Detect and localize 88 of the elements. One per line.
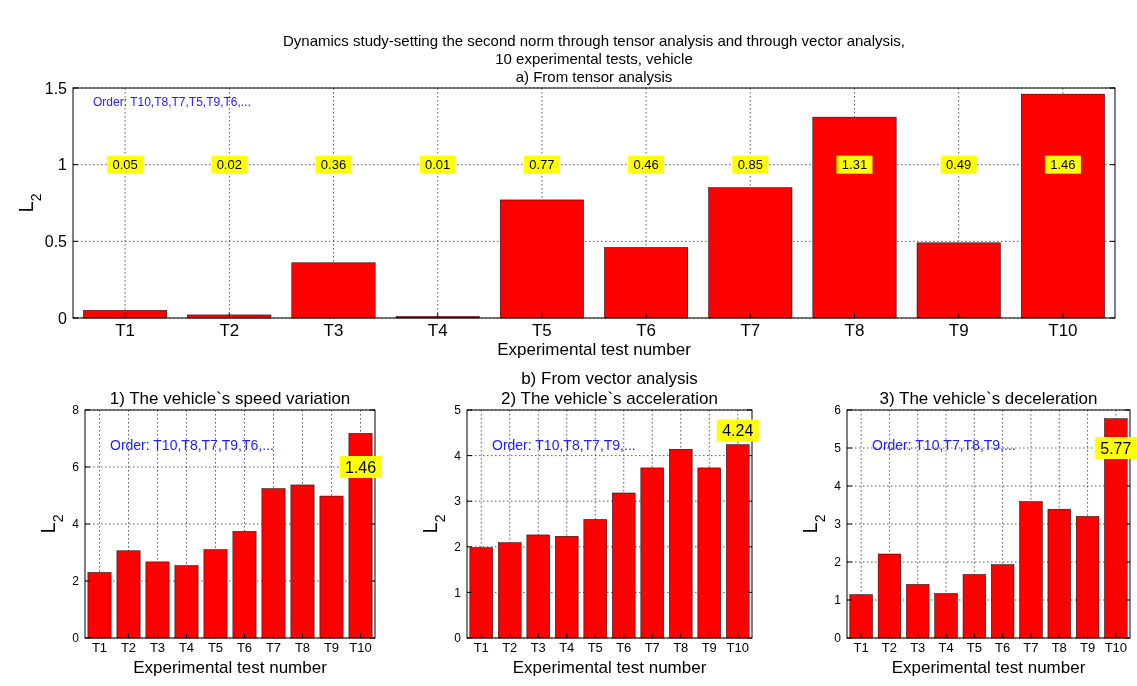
y-tick-label: 1.5 xyxy=(44,79,68,97)
x-tick-label: T10 xyxy=(1104,640,1128,655)
annotation: 0.02 xyxy=(216,157,242,173)
x-tick-label: T5 xyxy=(531,321,552,340)
y-tick-label: 1 xyxy=(58,156,68,174)
y-tick-label: 4 xyxy=(454,448,462,463)
x-tick-label: T3 xyxy=(323,321,344,340)
x-tick-label: T2 xyxy=(120,640,137,655)
x-tick-label: T4 xyxy=(559,640,575,655)
annotation: Order: T10,T8,T7,T9,... xyxy=(492,437,636,453)
x-tick-label: T7 xyxy=(1023,640,1039,655)
y-tick-label: 0 xyxy=(454,631,462,646)
x-tick-label: T1 xyxy=(473,640,489,655)
x-axis-title: Experimental test number xyxy=(133,658,328,677)
annotation: 1.46 xyxy=(344,458,377,476)
x-tick-label: T8 xyxy=(294,640,311,655)
chart-title: 3) The vehicle`s deceleration xyxy=(879,389,1098,408)
annotation: 0.49 xyxy=(946,157,972,173)
y-tick-label: 0 xyxy=(58,309,68,327)
annotation: 1.46 xyxy=(1050,157,1076,173)
annotation: 0.46 xyxy=(633,157,659,173)
x-tick-label: T8 xyxy=(1051,640,1067,655)
y-tick-label: 0 xyxy=(72,631,80,646)
annotation: 0.01 xyxy=(425,157,451,173)
annotation: Order: T10,T8,T7,T9,T6,... xyxy=(110,437,274,453)
x-tick-label: T8 xyxy=(844,321,865,340)
x-tick-label: T9 xyxy=(1079,640,1096,655)
chart-subtitle: 2) The vehicle`s acceleration xyxy=(500,389,719,408)
x-tick-label: T1 xyxy=(115,321,136,340)
x-tick-label: T9 xyxy=(323,640,340,655)
y-tick-label: 2 xyxy=(834,555,842,570)
x-tick-label: T2 xyxy=(502,640,518,655)
x-tick-label: T3 xyxy=(149,640,166,655)
x-tick-label: T10 xyxy=(726,640,749,655)
chart-title: b) From vector analysis xyxy=(521,369,698,388)
y-tick-label: 1 xyxy=(834,593,842,608)
y-tick-label: 3 xyxy=(834,517,842,532)
x-tick-label: T5 xyxy=(587,640,603,655)
y-tick-label: 0.5 xyxy=(44,232,68,250)
annotation: 0.85 xyxy=(737,157,763,173)
y-tick-label: 2 xyxy=(454,540,462,554)
y-tick-label: 4 xyxy=(72,517,80,532)
annotation: Order: T10,T7,T8,T9,... xyxy=(872,437,1016,453)
annotation: 5.77 xyxy=(1100,439,1132,457)
x-tick-label: T5 xyxy=(207,640,224,655)
y-tick-label: 8 xyxy=(72,403,80,418)
chart-subtitle: a) From tensor analysis xyxy=(515,68,673,85)
annotation: Order: T10,T8,T7,T5,T9,T6,... xyxy=(93,95,251,109)
y-tick-label: 2 xyxy=(72,574,80,589)
annotation: 0.05 xyxy=(112,157,138,173)
x-axis-title: Experimental test number xyxy=(512,658,707,677)
y-tick-label: 3 xyxy=(454,494,462,509)
x-tick-label: T2 xyxy=(881,640,898,655)
annotation: 0.36 xyxy=(320,157,347,173)
annotation: 0.77 xyxy=(529,157,555,173)
x-tick-label: T1 xyxy=(853,640,869,655)
x-tick-label: T7 xyxy=(265,640,282,655)
x-tick-label: T4 xyxy=(938,640,954,655)
x-tick-label: T4 xyxy=(178,640,195,655)
x-tick-label: T9 xyxy=(701,640,717,655)
x-tick-label: T1 xyxy=(91,640,108,655)
annotation: 1.31 xyxy=(841,157,868,173)
x-tick-label: T6 xyxy=(616,640,632,655)
x-tick-label: T3 xyxy=(530,640,546,655)
y-tick-label: 6 xyxy=(72,460,80,475)
y-tick-label: 5 xyxy=(834,441,842,456)
x-tick-label: T7 xyxy=(644,640,660,655)
x-tick-label: T7 xyxy=(740,321,761,340)
y-tick-label: 1 xyxy=(454,585,462,600)
x-tick-label: T6 xyxy=(636,321,657,340)
x-tick-label: T6 xyxy=(236,640,253,655)
x-axis-title: Experimental test number xyxy=(497,340,692,359)
x-tick-label: T3 xyxy=(910,640,926,655)
x-tick-label: T10 xyxy=(349,640,372,655)
x-tick-label: T8 xyxy=(673,640,689,655)
x-axis-title: Experimental test number xyxy=(891,658,1086,677)
y-tick-label: 6 xyxy=(834,403,842,418)
x-tick-label: T10 xyxy=(1048,321,1078,340)
y-tick-label: 0 xyxy=(834,631,842,646)
chart-title: 1) The vehicle`s speed variation xyxy=(109,389,351,408)
x-tick-label: T9 xyxy=(948,321,969,340)
x-tick-label: T6 xyxy=(995,640,1011,655)
x-tick-label: T5 xyxy=(966,640,982,655)
annotation: 4.24 xyxy=(722,422,754,440)
x-tick-label: T2 xyxy=(219,321,240,340)
y-tick-label: 5 xyxy=(454,403,462,418)
y-tick-label: 4 xyxy=(834,479,842,494)
x-tick-label: T4 xyxy=(427,321,448,340)
